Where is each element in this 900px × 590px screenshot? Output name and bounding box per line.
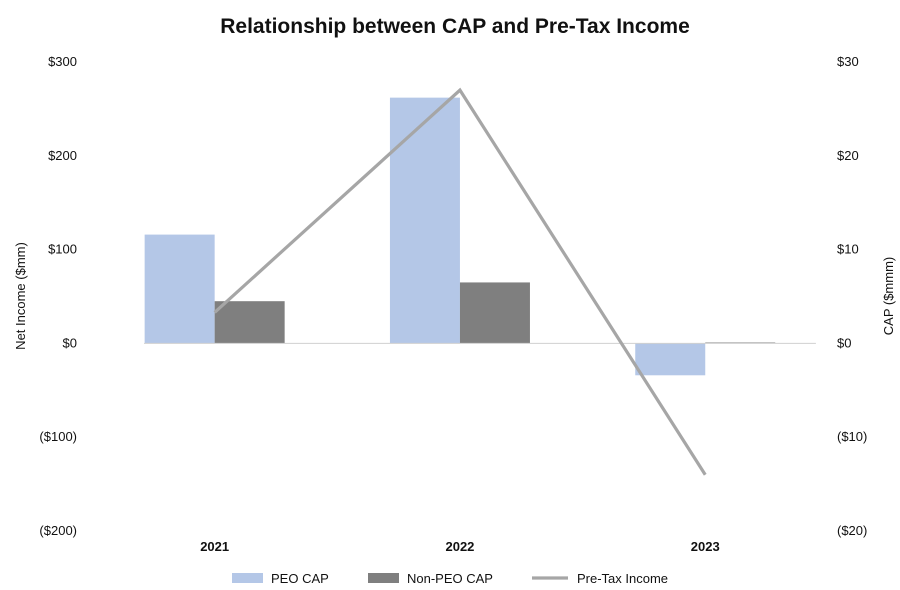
right-axis-label: CAP ($mmm) bbox=[881, 257, 896, 335]
category-label: 2022 bbox=[445, 539, 474, 554]
line-series-group bbox=[213, 87, 707, 476]
right-tick-label: $20 bbox=[837, 148, 859, 163]
right-tick-label: $10 bbox=[837, 242, 859, 257]
left-tick-label: ($100) bbox=[39, 429, 77, 444]
left-axis-label: Net Income ($mm) bbox=[13, 242, 28, 350]
legend-label: Pre-Tax Income bbox=[577, 571, 668, 586]
left-tick-label: $300 bbox=[48, 54, 77, 69]
category-label: 2023 bbox=[691, 539, 720, 554]
left-tick-label: $0 bbox=[63, 335, 77, 350]
category-label: 2021 bbox=[200, 539, 229, 554]
bar-peo-cap-2022 bbox=[389, 97, 460, 344]
right-tick-label: ($20) bbox=[837, 523, 867, 538]
category-labels: 2021 2022 2023 bbox=[200, 539, 720, 554]
left-tick-label: $100 bbox=[48, 242, 77, 257]
legend-swatch bbox=[232, 573, 263, 583]
line-pre-tax-income bbox=[213, 87, 707, 476]
right-tick-label: $0 bbox=[837, 335, 851, 350]
chart-title: Relationship between CAP and Pre-Tax Inc… bbox=[220, 15, 690, 38]
bar-series-group bbox=[144, 97, 776, 376]
right-tick-label: $30 bbox=[837, 54, 859, 69]
bar-peo-cap-2021 bbox=[144, 234, 215, 344]
left-axis-ticks: $300 $200 $100 $0 ($100) ($200) bbox=[39, 54, 77, 538]
right-axis-ticks: $30 $20 $10 $0 ($10) ($20) bbox=[837, 54, 867, 538]
left-tick-label: $200 bbox=[48, 148, 77, 163]
legend-label: PEO CAP bbox=[271, 571, 329, 586]
legend-swatch bbox=[368, 573, 399, 583]
bar-non-peo-cap-2021 bbox=[214, 301, 285, 344]
bar-non-peo-cap-2022 bbox=[459, 282, 530, 344]
legend-label: Non-PEO CAP bbox=[407, 571, 493, 586]
left-tick-label: ($200) bbox=[39, 523, 77, 538]
right-tick-label: ($10) bbox=[837, 429, 867, 444]
legend: PEO CAP Non-PEO CAP Pre-Tax Income bbox=[232, 571, 668, 586]
bar-peo-cap-2023 bbox=[635, 343, 706, 376]
